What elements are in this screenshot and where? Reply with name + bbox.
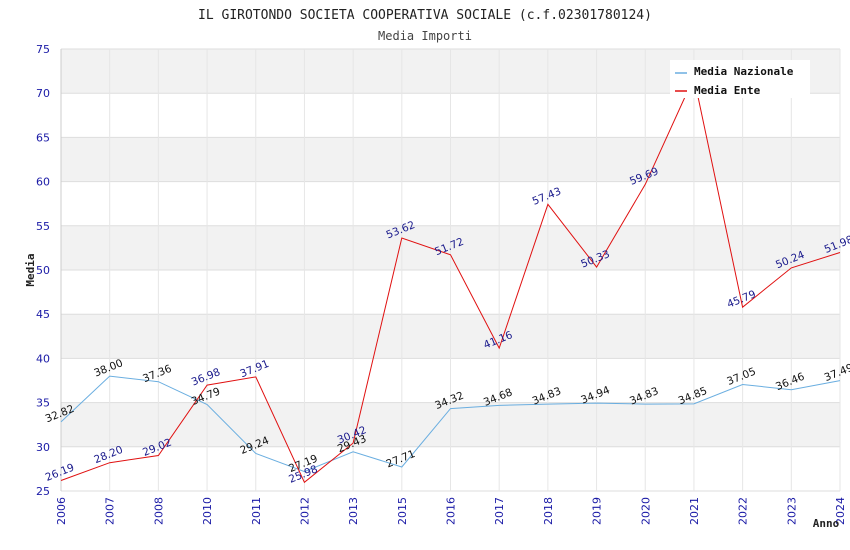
y-axis-ticks: 25 30 35 40 45 50 55 60 65 70 75 [36,43,50,498]
x-tick-label: 2010 [201,497,214,525]
x-tick-label: 2017 [493,497,506,525]
x-tick-label: 2023 [785,497,798,525]
x-tick-label: 2021 [688,497,701,525]
series-lines [60,75,841,484]
legend-label-nazionale: Media Nazionale [694,65,794,78]
y-tick-label: 50 [36,264,50,277]
y-tick-label: 40 [36,352,50,365]
series-line-ente [60,75,841,484]
x-tick-label: 2022 [737,497,750,525]
x-tick-label: 2013 [347,497,360,525]
x-axis-ticks: 2006 2007 2008 2010 2011 2012 2013 2015 2016 2017… [55,497,847,525]
y-tick-label: 70 [36,87,50,100]
y-tick-label: 25 [36,485,50,498]
y-axis-title: Media [24,253,37,286]
y-tick-label: 45 [36,308,50,321]
x-tick-label: 2008 [152,497,165,525]
x-tick-label: 2018 [542,497,555,525]
x-tick-label: 2020 [639,497,652,525]
chart-subtitle: Media Importi [378,29,472,43]
x-axis-title: Anno [813,517,840,530]
y-tick-label: 75 [36,43,50,56]
x-tick-label: 2006 [55,497,68,525]
y-tick-label: 35 [36,397,50,410]
legend-label-ente: Media Ente [694,84,761,97]
y-tick-label: 60 [36,176,50,189]
legend: Media Nazionale Media Ente [670,60,810,98]
y-tick-label: 65 [36,131,50,144]
x-tick-label: 2011 [250,497,263,525]
grid-lines [60,48,841,492]
series-line-nazionale [60,375,841,473]
x-tick-label: 2015 [396,497,409,525]
x-tick-label: 2024 [834,497,847,525]
x-tick-label: 2019 [591,497,604,525]
x-tick-label: 2012 [298,497,311,525]
x-tick-label: 2007 [104,497,117,525]
y-tick-label: 55 [36,220,50,233]
x-tick-label: 2016 [445,497,458,525]
y-tick-label: 30 [36,441,50,454]
chart-title: IL GIROTONDO SOCIETA COOPERATIVA SOCIALE… [198,8,652,23]
legend-box [670,60,810,98]
